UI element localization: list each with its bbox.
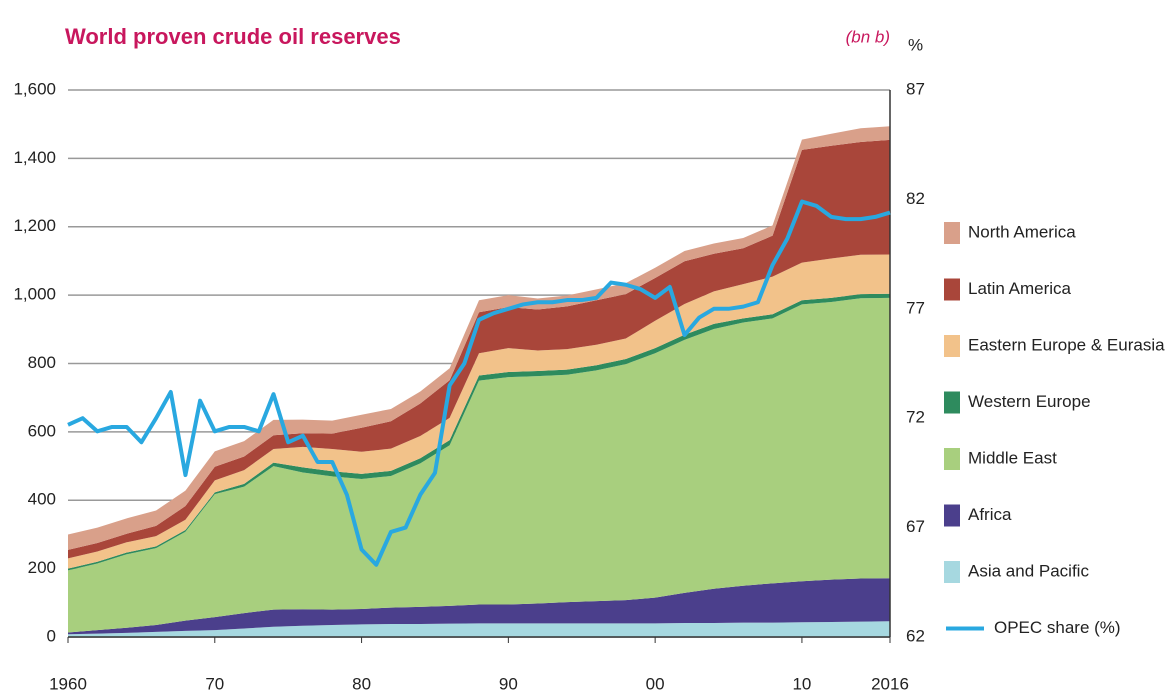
legend-label: North America xyxy=(968,222,1076,241)
y-tick-label: 1,000 xyxy=(13,285,56,304)
y-tick-label: 800 xyxy=(28,353,56,372)
y2-tick-label: 87 xyxy=(906,79,925,98)
y2-tick-label: 77 xyxy=(906,298,925,317)
legend-label: Asia and Pacific xyxy=(968,561,1089,580)
y2-tick-label: 72 xyxy=(906,408,925,427)
y-axis-label: (bn b) xyxy=(846,27,890,46)
x-tick-label: 70 xyxy=(205,674,224,693)
area xyxy=(68,297,890,633)
y-tick-label: 1,400 xyxy=(13,148,56,167)
legend-label: Eastern Europe & Eurasia xyxy=(968,335,1165,354)
legend-label: Middle East xyxy=(968,448,1057,467)
x-tick-label: 10 xyxy=(792,674,811,693)
area xyxy=(68,578,890,635)
legend-swatch xyxy=(944,448,960,470)
x-tick-label: 80 xyxy=(352,674,371,693)
legend-label: OPEC share (%) xyxy=(994,618,1121,637)
legend-swatch xyxy=(944,278,960,301)
x-tick-label: 1960 xyxy=(49,674,87,693)
legend-label: Western Europe xyxy=(968,392,1091,411)
legend-swatch xyxy=(944,391,960,414)
legend-label: Africa xyxy=(968,505,1012,524)
legend-swatch xyxy=(944,335,960,357)
y2-tick-label: 82 xyxy=(906,189,925,208)
y-tick-label: 0 xyxy=(47,626,56,645)
chart-title: World proven crude oil reserves xyxy=(65,24,401,49)
y2-axis-label: % xyxy=(908,35,923,54)
x-tick-label: 2016 xyxy=(871,674,909,693)
area xyxy=(68,139,890,559)
area xyxy=(68,621,890,637)
legend-swatch xyxy=(944,561,960,583)
legend-label: Latin America xyxy=(968,279,1072,298)
legend-swatch xyxy=(944,222,960,244)
y-tick-label: 200 xyxy=(28,558,56,577)
x-tick-label: 00 xyxy=(646,674,665,693)
y2-tick-label: 62 xyxy=(906,626,925,645)
y-tick-label: 400 xyxy=(28,490,56,509)
y-tick-label: 1,200 xyxy=(13,216,56,235)
y2-tick-label: 67 xyxy=(906,517,925,536)
y-tick-label: 1,600 xyxy=(13,79,56,98)
line xyxy=(67,199,891,567)
legend-swatch xyxy=(944,504,960,527)
y-tick-label: 600 xyxy=(28,421,56,440)
x-tick-label: 90 xyxy=(499,674,518,693)
